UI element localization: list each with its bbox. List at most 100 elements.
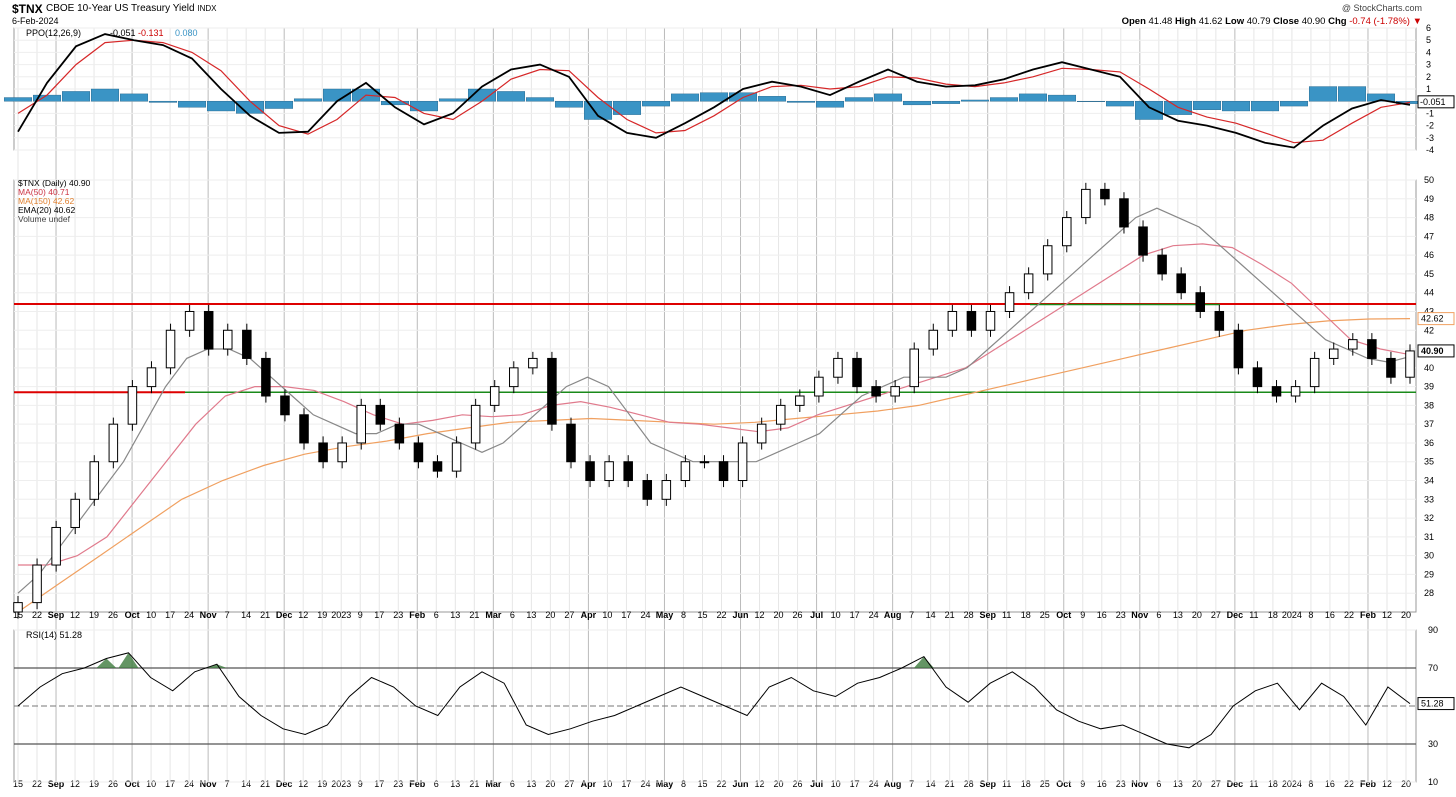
candle-body bbox=[165, 329, 176, 369]
change-value: -0.74 (-1.78%) bbox=[1349, 16, 1410, 27]
x-tick-label: 24 bbox=[640, 610, 650, 620]
candle-body bbox=[1081, 188, 1091, 219]
candle-body bbox=[775, 404, 786, 425]
ppo-histogram-bar bbox=[177, 100, 207, 108]
x-tick-label: 24 bbox=[869, 610, 879, 620]
candle-body bbox=[661, 480, 672, 500]
x-tick-label: 13 bbox=[1173, 610, 1183, 620]
ppo-histogram-bar bbox=[554, 100, 584, 108]
x-tick-label: Mar bbox=[485, 610, 502, 620]
x-tick-label: 23 bbox=[1116, 610, 1126, 620]
candle-body bbox=[833, 357, 843, 378]
x-tick-label-bottom: 26 bbox=[793, 779, 803, 789]
x-tick-label-bottom: 15 bbox=[13, 779, 23, 789]
ppo-histogram-bar bbox=[1366, 93, 1396, 102]
ppo-histogram-bar bbox=[1076, 100, 1106, 102]
x-tick-label: May bbox=[656, 610, 674, 620]
open-value: 41.48 bbox=[1148, 16, 1173, 27]
exchange-code: INDX bbox=[197, 4, 217, 13]
x-tick-label: 21 bbox=[469, 610, 479, 620]
x-tick-label: 26 bbox=[793, 610, 803, 620]
x-tick-label-bottom: 22 bbox=[716, 779, 726, 789]
ppo-value: -0.051 bbox=[110, 28, 136, 38]
candle-body bbox=[318, 442, 328, 463]
ppo-histogram-bar bbox=[1134, 100, 1164, 120]
x-tick-label-bottom: 26 bbox=[108, 779, 118, 789]
ppo-line bbox=[17, 33, 1411, 149]
x-tick-label: 13 bbox=[526, 610, 536, 620]
x-tick-label: 20 bbox=[1401, 610, 1411, 620]
x-tick-label-bottom: 7 bbox=[909, 779, 914, 789]
x-tick-label-bottom: 27 bbox=[564, 779, 574, 789]
price-tick-label: 45 bbox=[1424, 269, 1434, 279]
price-legend-item: MA(50) 40.71 bbox=[18, 187, 70, 197]
x-tick-label-bottom: 14 bbox=[241, 779, 251, 789]
x-tick-label: Sep bbox=[979, 610, 996, 620]
candle-body bbox=[1119, 198, 1129, 228]
close-value: 40.90 bbox=[1301, 16, 1326, 27]
price-legend-item: EMA(20) 40.62 bbox=[18, 205, 75, 215]
rsi-legend: RSI(14) 51.28 bbox=[26, 630, 82, 640]
ma150-line bbox=[17, 318, 1411, 613]
candle-body bbox=[1328, 348, 1339, 359]
x-tick-label: 14 bbox=[241, 610, 251, 620]
ppo-histogram-bar bbox=[380, 100, 410, 106]
source-credit[interactable]: @ StockCharts.com bbox=[1341, 3, 1422, 13]
x-tick-label: Oct bbox=[125, 610, 140, 620]
x-tick-label-bottom: 12 bbox=[298, 779, 308, 789]
ppo-tick-label: 4 bbox=[1426, 47, 1431, 57]
ma50-line bbox=[18, 243, 1411, 566]
x-tick-label-bottom: 16 bbox=[1325, 779, 1335, 789]
x-tick-label: 10 bbox=[602, 610, 612, 620]
x-tick-label-bottom: 6 bbox=[510, 779, 515, 789]
candle-body bbox=[51, 526, 61, 566]
ppo-histogram-bar bbox=[931, 100, 961, 104]
price-tick-label: 37 bbox=[1424, 419, 1434, 429]
close-tag-box bbox=[1417, 344, 1455, 358]
candle-body bbox=[909, 348, 919, 388]
ppo-histogram-bar bbox=[1337, 86, 1367, 102]
x-tick-label-bottom: Apr bbox=[581, 779, 597, 789]
candle-body bbox=[871, 386, 881, 397]
x-tick-label-bottom: Mar bbox=[485, 779, 502, 789]
x-tick-label: Feb bbox=[1360, 610, 1377, 620]
ppo-histogram-bar bbox=[902, 100, 932, 106]
x-tick-label: 17 bbox=[621, 610, 631, 620]
candle-body bbox=[375, 404, 386, 425]
candle-body bbox=[242, 329, 252, 359]
rsi-tick-label: 70 bbox=[1428, 663, 1438, 673]
candle-body bbox=[1042, 245, 1053, 275]
x-tick-label: 7 bbox=[225, 610, 230, 620]
price-tick-label: 30 bbox=[1424, 551, 1434, 561]
x-tick-label: 8 bbox=[681, 610, 686, 620]
high-label: High bbox=[1174, 16, 1197, 27]
candle-body bbox=[108, 423, 119, 463]
candle-body bbox=[70, 498, 80, 528]
candle-body bbox=[528, 357, 538, 369]
candle-body bbox=[127, 386, 138, 425]
price-tick-label: 35 bbox=[1424, 457, 1434, 467]
ppo-signal-line bbox=[17, 39, 1411, 144]
candle-body bbox=[222, 329, 233, 350]
candle-body bbox=[394, 423, 405, 444]
ppo-histogram-bar bbox=[90, 88, 120, 102]
close-label: Close bbox=[1273, 16, 1300, 27]
rsi-overbought-fill bbox=[96, 658, 117, 668]
x-tick-label: 27 bbox=[1211, 610, 1221, 620]
candle-body bbox=[470, 404, 481, 444]
x-tick-label-bottom: 19 bbox=[89, 779, 99, 789]
rsi-line bbox=[17, 652, 1411, 749]
price-tick-label: 48 bbox=[1424, 213, 1434, 223]
x-tick-label-bottom: 12 bbox=[1382, 779, 1392, 789]
x-tick-label-bottom: 7 bbox=[225, 779, 230, 789]
chart-header: $TNX CBOE 10-Year US Treasury Yield INDX… bbox=[0, 0, 1456, 30]
x-tick-label: 13 bbox=[450, 610, 460, 620]
ppo-tick-label: -2 bbox=[1426, 121, 1434, 131]
ppo-tick-label: -3 bbox=[1426, 133, 1434, 143]
ppo-histogram-bar bbox=[844, 97, 874, 102]
ppo-histogram-bar bbox=[1250, 100, 1280, 112]
rsi-tick-label: 10 bbox=[1428, 777, 1438, 787]
x-tick-label: 20 bbox=[1192, 610, 1202, 620]
x-tick-label-bottom: 17 bbox=[850, 779, 860, 789]
